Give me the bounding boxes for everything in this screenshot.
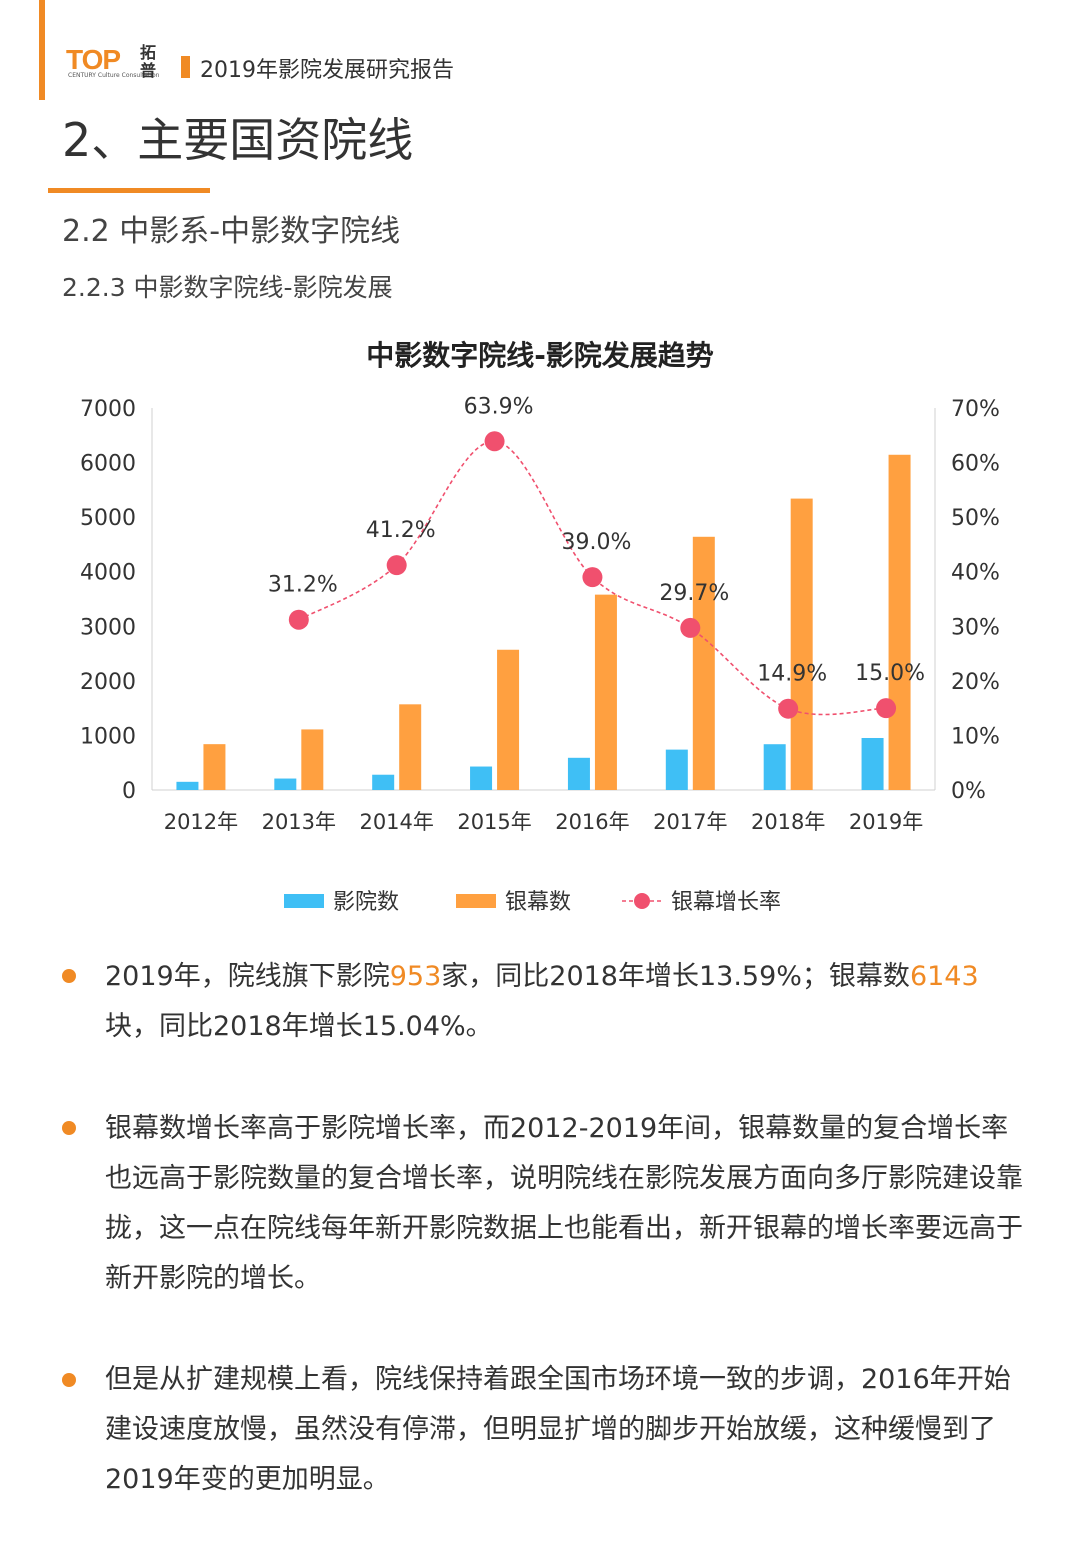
y-left-tick-label: 3000 (80, 615, 136, 640)
growth-rate-point (288, 609, 309, 630)
subsection-title: 2.2 中影系-中影数字院线 (62, 214, 401, 249)
legend-marker (634, 893, 650, 909)
growth-rate-label: 63.9% (464, 394, 534, 419)
x-tick-label: 2017年 (653, 810, 727, 834)
x-tick-label: 2013年 (262, 810, 336, 834)
y-left-tick-label: 0 (122, 779, 136, 804)
legend-swatch (284, 894, 324, 908)
bar-screens (692, 536, 715, 790)
y-right-tick-label: 20% (951, 670, 1000, 695)
chart-title: 中影数字院线-影院发展趋势 (366, 339, 714, 372)
bar-cinemas (665, 749, 688, 790)
y-left-tick-label: 7000 (80, 397, 136, 422)
growth-rate-point (876, 698, 897, 719)
paragraph-text: 2019年，院线旗下影院 (105, 961, 390, 992)
y-left-tick-label: 5000 (80, 506, 136, 531)
bar-screens (594, 594, 617, 790)
growth-rate-label: 29.7% (659, 581, 729, 606)
x-tick-label: 2015年 (457, 810, 531, 834)
legend-label: 银幕数 (505, 890, 571, 915)
logo-subtitle: CENTURY Culture Consultation (68, 72, 160, 79)
section-rule (48, 188, 210, 193)
y-left-tick-label: 6000 (80, 452, 136, 477)
logo-chinese: 拓普 (140, 43, 157, 80)
y-right-tick-label: 0% (951, 779, 986, 804)
y-right-tick-label: 60% (951, 452, 1000, 477)
bar-screens (301, 729, 324, 790)
accent-bar (39, 0, 45, 100)
paragraph-text: 但是从扩建规模上看，院线保持着跟全国市场环境一致的步调，2016年开始建设速度放… (105, 1364, 1011, 1495)
highlight-value: 953 (389, 961, 442, 992)
logo-wordmark: TOP (66, 44, 121, 75)
growth-rate-point (582, 567, 603, 588)
bar-cinemas (861, 737, 884, 790)
bullet-dot (62, 1373, 76, 1387)
growth-rate-point (778, 698, 799, 719)
bar-screens (497, 649, 520, 790)
y-left-tick-label: 2000 (80, 670, 136, 695)
x-tick-label: 2016年 (555, 810, 629, 834)
section-title: 2、主要国资院线 (62, 113, 414, 167)
x-tick-label: 2014年 (359, 810, 433, 834)
bullet-paragraph-1: 2019年，院线旗下影院953家，同比2018年增长13.59%；银幕数6143… (105, 952, 1030, 1052)
bar-cinemas (763, 744, 786, 790)
legend-label: 银幕增长率 (671, 890, 781, 915)
logo: TOP CENTURY Culture Consultation 拓普 (66, 44, 162, 84)
bar-screens (399, 704, 422, 790)
development-trend-chart: 0 1000 2000 3000 4000 5000 6000 7000 0% 10% 20% 30%… (80, 394, 1000, 915)
growth-rate-label: 31.2% (268, 573, 338, 598)
y-right-tick-label: 10% (951, 724, 1000, 749)
growth-rate-point (386, 555, 407, 576)
legend-label: 影院数 (333, 890, 399, 915)
bar-cinemas (176, 781, 199, 790)
bullet-dot (62, 1121, 76, 1135)
bullet-paragraph-3: 但是从扩建规模上看，院线保持着跟全国市场环境一致的步调，2016年开始建设速度放… (105, 1355, 1030, 1505)
y-right-tick-label: 50% (951, 506, 1000, 531)
growth-rate-label: 41.2% (366, 518, 436, 543)
bullet-paragraph-2: 银幕数增长率高于影院增长率，而2012-2019年间，银幕数量的复合增长率也远高… (105, 1104, 1030, 1304)
report-title: 2019年影院发展研究报告 (200, 58, 454, 83)
bar-cinemas (470, 766, 493, 790)
x-tick-label: 2012年 (164, 810, 238, 834)
legend-swatch (456, 894, 496, 908)
bar-screens (888, 454, 911, 790)
growth-rate-point (484, 431, 505, 452)
bar-cinemas (372, 774, 395, 790)
x-tick-label: 2018年 (751, 810, 825, 834)
report-title-marker (181, 56, 190, 78)
x-tick-label: 2019年 (849, 810, 923, 834)
bullet-dot (62, 969, 76, 983)
y-right-tick-label: 40% (951, 561, 1000, 586)
paragraph-text: 家，同比2018年增长13.59%；银幕数 (441, 961, 910, 992)
bar-cinemas (567, 757, 590, 790)
y-right-tick-label: 30% (951, 615, 1000, 640)
highlight-value: 6143 (909, 961, 979, 992)
bar-cinemas (274, 778, 297, 790)
paragraph-text: 块，同比2018年增长15.04%。 (105, 1011, 493, 1042)
y-left-tick-label: 4000 (80, 561, 136, 586)
bar-screens (790, 498, 813, 790)
y-left-tick-label: 1000 (80, 724, 136, 749)
growth-rate-point (680, 617, 701, 638)
growth-rate-label: 15.0% (855, 661, 925, 686)
subsubsection-title: 2.2.3 中影数字院线-影院发展 (62, 273, 393, 302)
paragraph-text: 银幕数增长率高于影院增长率，而2012-2019年间，银幕数量的复合增长率也远高… (105, 1113, 1023, 1294)
y-right-tick-label: 70% (951, 397, 1000, 422)
bar-screens (203, 744, 226, 790)
growth-rate-label: 14.9% (757, 662, 827, 687)
growth-rate-label: 39.0% (561, 530, 631, 555)
